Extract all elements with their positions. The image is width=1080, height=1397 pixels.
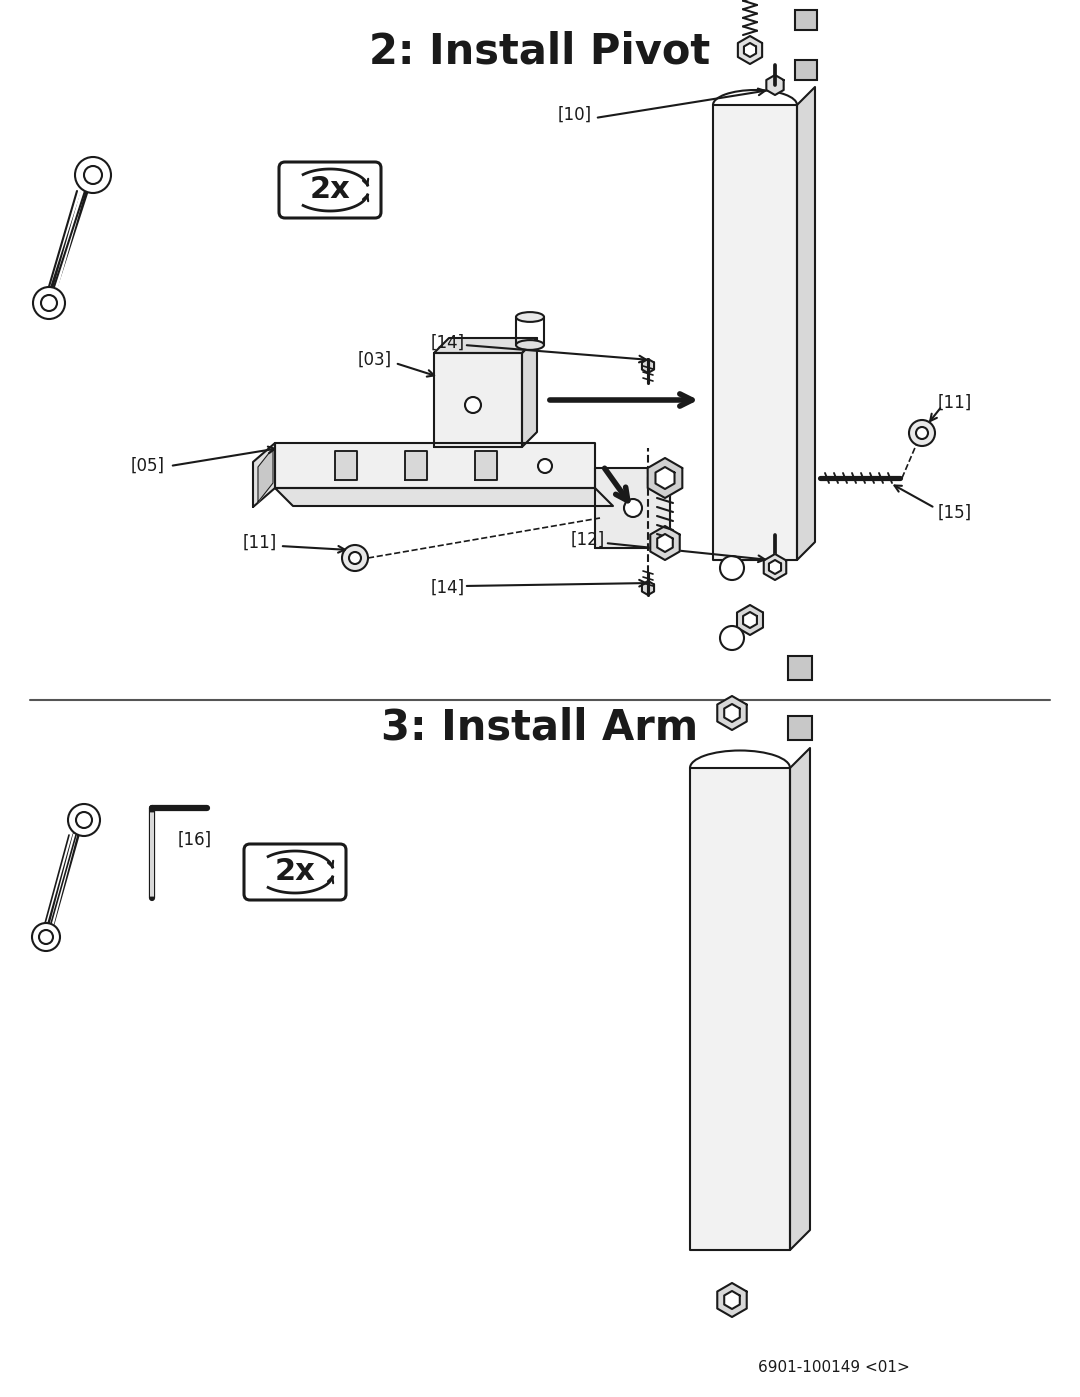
Circle shape xyxy=(75,156,111,193)
Polygon shape xyxy=(717,696,746,731)
Circle shape xyxy=(465,397,481,414)
Polygon shape xyxy=(744,43,756,57)
FancyBboxPatch shape xyxy=(788,717,812,740)
Circle shape xyxy=(624,499,642,517)
Circle shape xyxy=(349,552,361,564)
Ellipse shape xyxy=(516,339,544,349)
Polygon shape xyxy=(738,36,762,64)
Polygon shape xyxy=(335,451,357,481)
Polygon shape xyxy=(717,1282,746,1317)
Polygon shape xyxy=(789,747,810,1250)
Polygon shape xyxy=(713,105,797,560)
Polygon shape xyxy=(642,581,654,595)
Circle shape xyxy=(538,460,552,474)
Text: [03]: [03] xyxy=(357,351,392,369)
Polygon shape xyxy=(405,451,427,481)
Text: 2: Install Pivot: 2: Install Pivot xyxy=(369,31,711,73)
Polygon shape xyxy=(737,605,762,636)
Polygon shape xyxy=(725,704,740,722)
Polygon shape xyxy=(253,443,275,507)
Polygon shape xyxy=(434,338,537,353)
Polygon shape xyxy=(769,560,781,574)
Text: [05]: [05] xyxy=(131,457,165,475)
Circle shape xyxy=(342,545,368,571)
Circle shape xyxy=(720,556,744,580)
Polygon shape xyxy=(650,527,679,560)
Text: 6901-100149 <01>: 6901-100149 <01> xyxy=(758,1361,910,1376)
Text: [11]: [11] xyxy=(243,534,278,552)
Circle shape xyxy=(909,420,935,446)
Polygon shape xyxy=(595,468,670,548)
Text: 2x: 2x xyxy=(274,858,315,887)
Polygon shape xyxy=(764,555,786,580)
Circle shape xyxy=(76,812,92,828)
Circle shape xyxy=(84,166,102,184)
Polygon shape xyxy=(522,338,537,447)
Polygon shape xyxy=(258,448,273,502)
Circle shape xyxy=(32,923,60,951)
Text: [15]: [15] xyxy=(937,504,972,522)
FancyBboxPatch shape xyxy=(795,10,816,29)
Polygon shape xyxy=(767,75,784,95)
Circle shape xyxy=(39,930,53,944)
Circle shape xyxy=(720,626,744,650)
FancyBboxPatch shape xyxy=(788,657,812,680)
Polygon shape xyxy=(275,443,595,488)
Text: 3: Install Arm: 3: Install Arm xyxy=(381,707,699,749)
Polygon shape xyxy=(690,768,789,1250)
Polygon shape xyxy=(475,451,497,481)
Text: 2x: 2x xyxy=(310,176,350,204)
Text: [16]: [16] xyxy=(178,831,212,849)
Circle shape xyxy=(33,286,65,319)
Text: [14]: [14] xyxy=(431,578,465,597)
Polygon shape xyxy=(434,353,522,447)
Text: [10]: [10] xyxy=(558,106,592,124)
Polygon shape xyxy=(797,87,815,560)
Polygon shape xyxy=(725,1291,740,1309)
Text: [12]: [12] xyxy=(571,531,605,549)
Circle shape xyxy=(68,805,100,835)
Polygon shape xyxy=(275,488,613,506)
Polygon shape xyxy=(743,612,757,629)
FancyBboxPatch shape xyxy=(244,844,346,900)
Polygon shape xyxy=(648,458,683,497)
Circle shape xyxy=(41,295,57,312)
Polygon shape xyxy=(656,467,675,489)
Text: [11]: [11] xyxy=(937,394,972,412)
FancyBboxPatch shape xyxy=(279,162,381,218)
Text: [14]: [14] xyxy=(431,334,465,352)
Polygon shape xyxy=(642,359,654,373)
Polygon shape xyxy=(658,534,673,552)
FancyBboxPatch shape xyxy=(795,60,816,80)
Circle shape xyxy=(916,427,928,439)
Ellipse shape xyxy=(516,312,544,321)
